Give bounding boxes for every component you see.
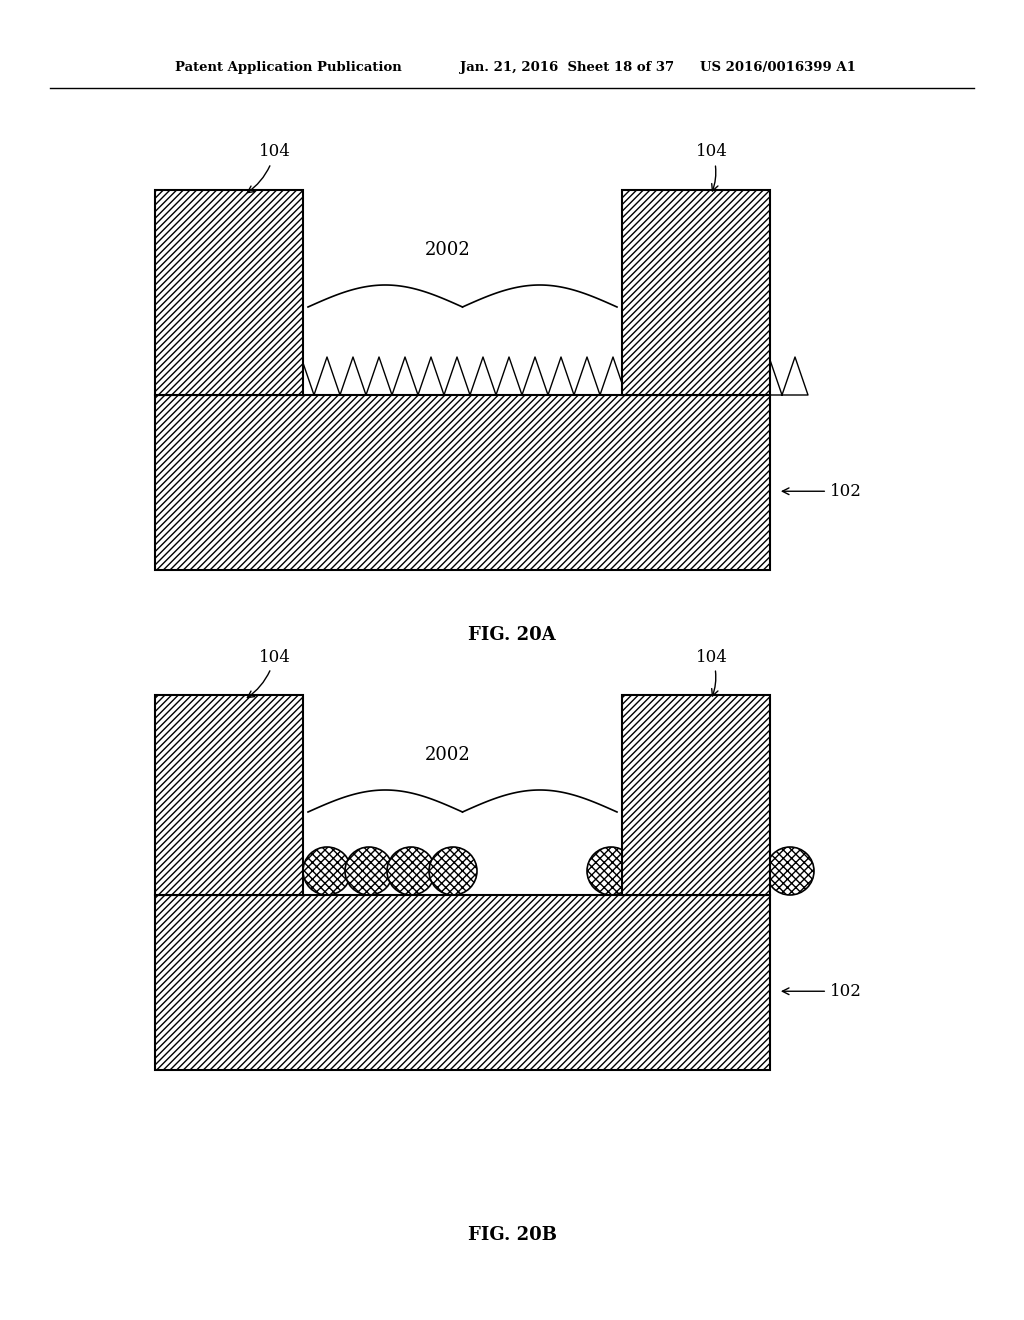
Circle shape [197, 847, 245, 895]
Polygon shape [496, 356, 522, 395]
Polygon shape [444, 356, 470, 395]
Text: 102: 102 [782, 983, 862, 999]
Circle shape [239, 847, 287, 895]
Polygon shape [288, 356, 314, 395]
Text: Jan. 21, 2016  Sheet 18 of 37: Jan. 21, 2016 Sheet 18 of 37 [460, 62, 674, 74]
Polygon shape [782, 356, 808, 395]
Polygon shape [574, 356, 600, 395]
Circle shape [303, 847, 351, 895]
Text: 104: 104 [248, 648, 291, 697]
Circle shape [387, 847, 435, 895]
Text: Patent Application Publication: Patent Application Publication [175, 62, 401, 74]
Polygon shape [470, 356, 496, 395]
Text: 104: 104 [696, 648, 728, 696]
Polygon shape [366, 356, 392, 395]
Bar [155, 190, 303, 395]
Polygon shape [730, 356, 756, 395]
Circle shape [724, 847, 772, 895]
Bar [155, 696, 303, 895]
Text: FIG. 20B: FIG. 20B [468, 1226, 556, 1243]
Polygon shape [548, 356, 574, 395]
Circle shape [345, 847, 393, 895]
Circle shape [587, 847, 635, 895]
Polygon shape [705, 356, 730, 395]
Polygon shape [210, 356, 236, 395]
Polygon shape [340, 356, 366, 395]
Polygon shape [678, 356, 705, 395]
Text: 102: 102 [782, 483, 862, 500]
Text: 2002: 2002 [425, 242, 470, 259]
Text: 2002: 2002 [425, 746, 470, 764]
Circle shape [629, 847, 677, 895]
Polygon shape [236, 356, 262, 395]
Polygon shape [158, 356, 184, 395]
Polygon shape [262, 356, 288, 395]
Bar [622, 190, 770, 395]
Bar [622, 696, 770, 895]
Circle shape [429, 847, 477, 895]
Circle shape [155, 847, 203, 895]
Polygon shape [392, 356, 418, 395]
Polygon shape [652, 356, 678, 395]
Text: US 2016/0016399 A1: US 2016/0016399 A1 [700, 62, 856, 74]
Polygon shape [626, 356, 652, 395]
Polygon shape [314, 356, 340, 395]
Text: 104: 104 [696, 144, 728, 191]
Circle shape [766, 847, 814, 895]
Bar [155, 895, 770, 1071]
Polygon shape [600, 356, 626, 395]
Polygon shape [418, 356, 444, 395]
Polygon shape [756, 356, 782, 395]
Polygon shape [184, 356, 210, 395]
Bar [155, 395, 770, 570]
Text: FIG. 20A: FIG. 20A [468, 626, 556, 644]
Text: 104: 104 [248, 144, 291, 193]
Circle shape [671, 847, 719, 895]
Polygon shape [522, 356, 548, 395]
